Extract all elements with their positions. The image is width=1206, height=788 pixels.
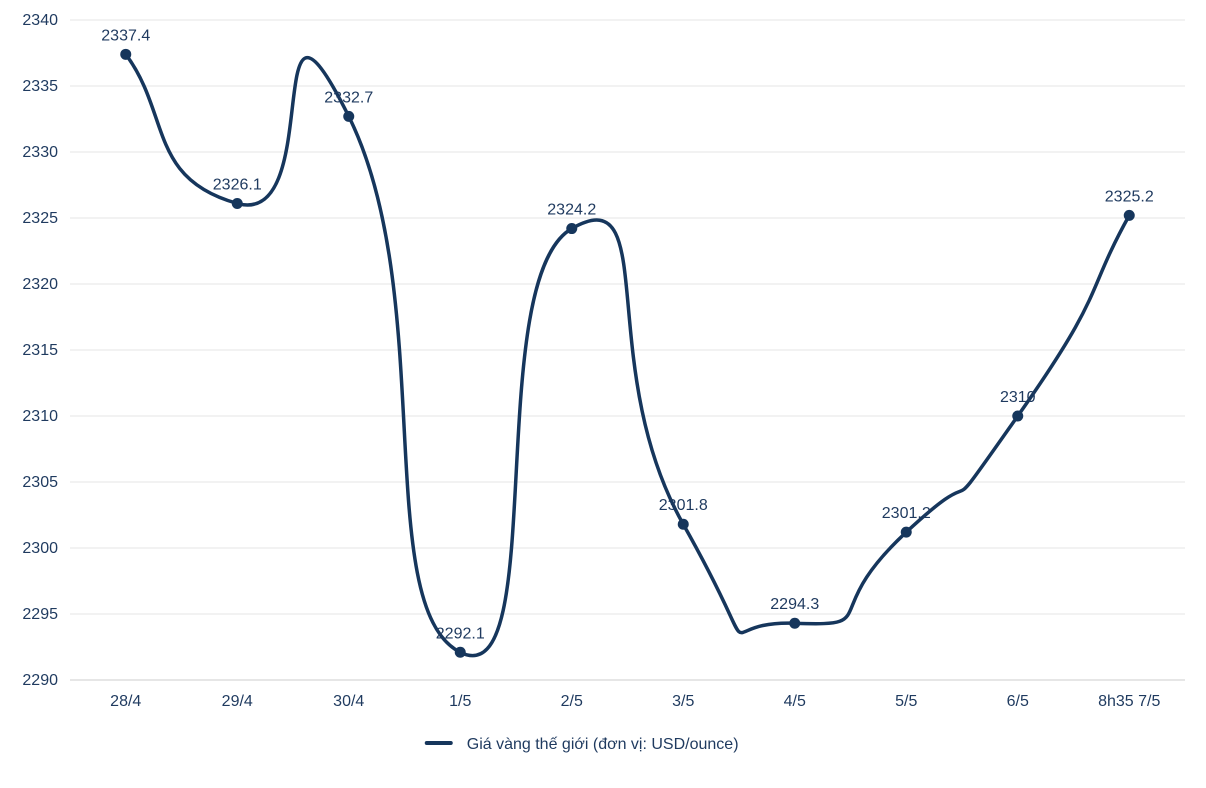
y-tick-label: 2310 xyxy=(22,408,58,425)
series-line xyxy=(126,54,1130,655)
x-tick-label: 28/4 xyxy=(110,693,141,710)
data-point xyxy=(566,223,577,234)
x-tick-label: 4/5 xyxy=(784,693,806,710)
y-tick-label: 2340 xyxy=(22,12,58,29)
legend-label: Giá vàng thế giới (đơn vị: USD/ounce) xyxy=(467,736,739,753)
point-label: 2324.2 xyxy=(547,202,596,219)
point-label: 2301.2 xyxy=(882,505,931,522)
data-point xyxy=(232,198,243,209)
y-tick-label: 2315 xyxy=(22,342,58,359)
legend-swatch xyxy=(425,741,453,745)
point-label: 2332.7 xyxy=(324,89,373,106)
data-point xyxy=(455,647,466,658)
y-tick-label: 2295 xyxy=(22,606,58,623)
y-tick-label: 2300 xyxy=(22,540,58,557)
x-tick-label: 30/4 xyxy=(333,693,364,710)
data-point xyxy=(1124,210,1135,221)
chart-svg: 2290 2295 2300 2305 2310 2315 2320 2325 2330 2335… xyxy=(0,0,1206,788)
data-point xyxy=(678,519,689,530)
data-point xyxy=(901,527,912,538)
x-tick-label: 5/5 xyxy=(895,693,917,710)
data-point xyxy=(120,49,131,60)
y-tick-label: 2335 xyxy=(22,78,58,95)
point-label: 2294.3 xyxy=(770,596,819,613)
x-tick-label: 2/5 xyxy=(561,693,583,710)
x-tick-label: 1/5 xyxy=(449,693,471,710)
y-tick-label: 2325 xyxy=(22,210,58,227)
point-label: 2301.8 xyxy=(659,497,708,514)
y-tick-label: 2320 xyxy=(22,276,58,293)
data-point xyxy=(789,618,800,629)
x-tick-label: 3/5 xyxy=(672,693,694,710)
y-tick-label: 2290 xyxy=(22,672,58,689)
point-label: 2326.1 xyxy=(213,176,262,193)
gold-price-chart: 2290 2295 2300 2305 2310 2315 2320 2325 2330 2335… xyxy=(0,0,1206,788)
data-point xyxy=(1012,411,1023,422)
y-tick-label: 2305 xyxy=(22,474,58,491)
x-tick-label: 6/5 xyxy=(1007,693,1029,710)
x-tick-label: 29/4 xyxy=(222,693,253,710)
point-label: 2310 xyxy=(1000,389,1036,406)
point-label: 2325.2 xyxy=(1105,188,1154,205)
y-tick-label: 2330 xyxy=(22,144,58,161)
data-point xyxy=(343,111,354,122)
point-label: 2337.4 xyxy=(101,27,150,44)
point-label: 2292.1 xyxy=(436,625,485,642)
x-tick-label: 8h35 7/5 xyxy=(1098,693,1160,710)
